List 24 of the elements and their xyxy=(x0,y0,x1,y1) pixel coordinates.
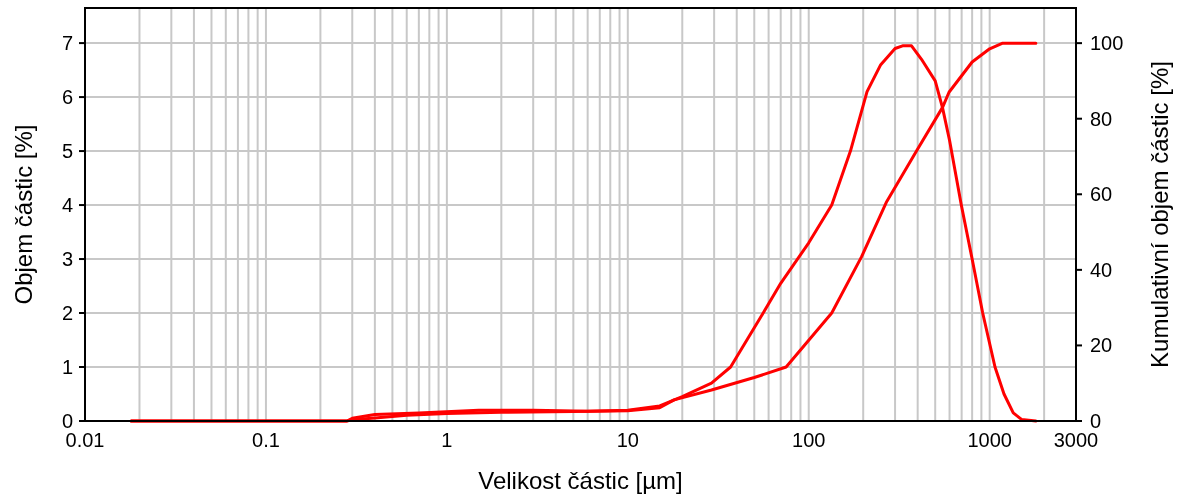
y-tick-label: 3 xyxy=(61,248,73,271)
x-tick-label: 1 xyxy=(441,429,453,451)
y-tick-label: 5 xyxy=(61,140,73,163)
y-tick-label: 1 xyxy=(61,356,73,379)
y2-tick-label: 0 xyxy=(1090,410,1102,432)
y2-axis-title: Kumulativní objem částic [%] xyxy=(1146,61,1173,368)
x-axis-title: Velikost částic [µm] xyxy=(478,467,683,494)
y-tick-label: 4 xyxy=(61,194,73,217)
y-tick-label: 6 xyxy=(61,86,73,109)
y2-tick-label: 60 xyxy=(1090,183,1113,206)
y2-tick-label: 40 xyxy=(1090,258,1113,281)
x-tick-label: 100 xyxy=(792,429,826,451)
y2-tick-label: 100 xyxy=(1090,32,1124,55)
x-tick-label: 1000 xyxy=(967,429,1012,451)
x-tick-label: 10 xyxy=(616,429,639,451)
x-tick-label: 0.01 xyxy=(65,429,105,451)
y-tick-label: 2 xyxy=(61,302,73,325)
y-axis-title: Objem částic [%] xyxy=(10,124,37,305)
y-tick-label: 7 xyxy=(61,32,73,55)
y-tick-label: 0 xyxy=(61,410,73,432)
x-tick-label: 3000 xyxy=(1053,429,1099,451)
y2-tick-label: 20 xyxy=(1090,334,1113,357)
x-tick-label: 0.1 xyxy=(252,429,280,451)
y2-tick-label: 80 xyxy=(1090,107,1113,130)
